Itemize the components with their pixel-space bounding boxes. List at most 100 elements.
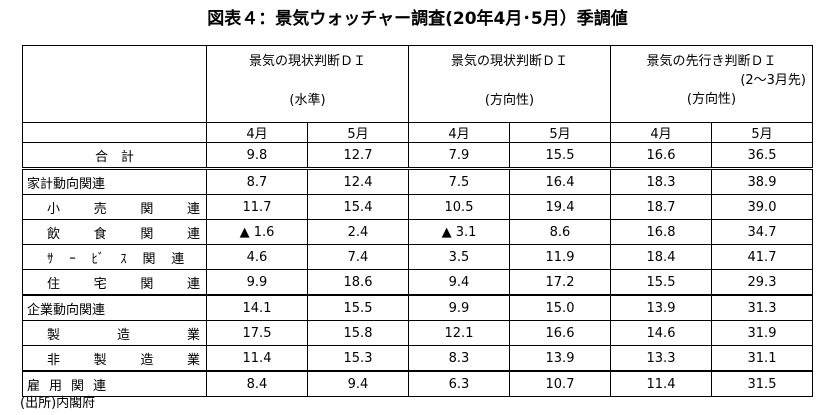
corner-cell bbox=[22, 122, 207, 143]
value-cell: 11.7 bbox=[206, 194, 308, 220]
value-cell: 14.6 bbox=[610, 320, 712, 346]
value-cell: 11.4 bbox=[610, 370, 712, 397]
value-cell: 8.4 bbox=[206, 370, 308, 397]
value-cell: 9.9 bbox=[408, 294, 510, 321]
data-row: 合 計 9.8 12.7 7.9 15.5 16.6 36.5 bbox=[22, 142, 813, 170]
group-header: 景気の現状判断ＤＩ (水準) bbox=[206, 45, 409, 123]
value-cell: 10.7 bbox=[509, 370, 611, 397]
month-header: 5月 bbox=[307, 122, 409, 143]
row-label: ｻｰﾋﾞｽ関連 bbox=[22, 244, 207, 270]
value-cell: 4.6 bbox=[206, 244, 308, 270]
value-cell: 31.5 bbox=[711, 370, 813, 397]
data-row: 非製造業 11.4 15.3 8.3 13.9 13.3 31.1 bbox=[22, 345, 813, 372]
data-row: 製造業 17.5 15.8 12.1 16.6 14.6 31.9 bbox=[22, 320, 813, 346]
value-cell: 3.5 bbox=[408, 244, 510, 270]
value-cell: 16.6 bbox=[509, 320, 611, 346]
data-row: 小売関連 11.7 15.4 10.5 19.4 18.7 39.0 bbox=[22, 194, 813, 220]
value-cell: 15.8 bbox=[307, 320, 409, 346]
month-header: 5月 bbox=[509, 122, 611, 143]
data-row: 雇用関連 8.4 9.4 6.3 10.7 11.4 31.5 bbox=[22, 370, 813, 397]
row-label: 企業動向関連 bbox=[22, 294, 207, 321]
value-cell: 31.9 bbox=[711, 320, 813, 346]
value-cell: 2.4 bbox=[307, 219, 409, 245]
value-cell: 9.4 bbox=[408, 269, 510, 296]
row-label: 飲食関連 bbox=[22, 219, 207, 245]
group-header-line: (水準) bbox=[289, 93, 326, 108]
month-header: 4月 bbox=[206, 122, 308, 143]
value-cell: ▲ 3.1 bbox=[408, 219, 510, 245]
group-header-line: 景気の現状判断ＤＩ bbox=[450, 54, 568, 69]
value-cell: 41.7 bbox=[711, 244, 813, 270]
value-cell: 29.3 bbox=[711, 269, 813, 296]
value-cell: 15.5 bbox=[307, 294, 409, 321]
group-header-line: (2～3月先) bbox=[740, 73, 806, 88]
group-header-line: 景気の先行き判断ＤＩ bbox=[646, 54, 777, 69]
value-cell: 12.4 bbox=[307, 168, 409, 195]
value-cell: 15.4 bbox=[307, 194, 409, 220]
value-cell: 31.3 bbox=[711, 294, 813, 321]
data-row: 飲食関連 ▲ 1.6 2.4 ▲ 3.1 8.6 16.8 34.7 bbox=[22, 219, 813, 245]
value-cell: 14.1 bbox=[206, 294, 308, 321]
value-cell: 16.8 bbox=[610, 219, 712, 245]
row-label: 製造業 bbox=[22, 320, 207, 346]
value-cell: 8.7 bbox=[206, 168, 308, 195]
group-header: 景気の先行き判断ＤＩ (2～3月先) (方向性) bbox=[610, 45, 813, 123]
value-cell: 16.6 bbox=[610, 142, 712, 170]
row-label: 小売関連 bbox=[22, 194, 207, 220]
group-header: 景気の現状判断ＤＩ (方向性) bbox=[408, 45, 611, 123]
data-row: 住宅関連 9.9 18.6 9.4 17.2 15.5 29.3 bbox=[22, 269, 813, 296]
month-row: 4月 5月 4月 5月 4月 5月 bbox=[22, 122, 813, 143]
value-cell: 17.5 bbox=[206, 320, 308, 346]
value-cell: ▲ 1.6 bbox=[206, 219, 308, 245]
corner-cell bbox=[22, 45, 207, 123]
title: 図表４：景気ウォッチャー調査(20年4月･5月）季調値 bbox=[207, 9, 628, 29]
value-cell: 17.2 bbox=[509, 269, 611, 296]
value-cell: 13.9 bbox=[610, 294, 712, 321]
value-cell: 16.4 bbox=[509, 168, 611, 195]
value-cell: 39.0 bbox=[711, 194, 813, 220]
value-cell: 7.4 bbox=[307, 244, 409, 270]
value-cell: 7.5 bbox=[408, 168, 510, 195]
value-cell: 9.8 bbox=[206, 142, 308, 170]
value-cell: 13.3 bbox=[610, 345, 712, 372]
value-cell: 36.5 bbox=[711, 142, 813, 170]
value-cell: 15.3 bbox=[307, 345, 409, 372]
group-header-line: 景気の現状判断ＤＩ bbox=[248, 54, 366, 69]
value-cell: 15.5 bbox=[509, 142, 611, 170]
value-cell: 10.5 bbox=[408, 194, 510, 220]
value-cell: 11.4 bbox=[206, 345, 308, 372]
value-cell: 7.9 bbox=[408, 142, 510, 170]
month-header: 4月 bbox=[610, 122, 712, 143]
source-note: (出所)内閣府 bbox=[20, 396, 96, 411]
value-cell: 9.9 bbox=[206, 269, 308, 296]
value-cell: 18.7 bbox=[610, 194, 712, 220]
value-cell: 6.3 bbox=[408, 370, 510, 397]
value-cell: 11.9 bbox=[509, 244, 611, 270]
value-cell: 9.4 bbox=[307, 370, 409, 397]
row-label: 合 計 bbox=[22, 142, 207, 170]
value-cell: 15.5 bbox=[610, 269, 712, 296]
data-row: 家計動向関連 8.7 12.4 7.5 16.4 18.3 38.9 bbox=[22, 168, 813, 195]
row-label: 雇用関連 bbox=[22, 370, 207, 397]
value-cell: 18.6 bbox=[307, 269, 409, 296]
table: 景気の現状判断ＤＩ (水準) 景気の現状判断ＤＩ (方向性) 景気の先行き判断ＤＩ (2～… bbox=[22, 45, 813, 397]
month-header: 5月 bbox=[711, 122, 813, 143]
month-header: 4月 bbox=[408, 122, 510, 143]
value-cell: 12.1 bbox=[408, 320, 510, 346]
value-cell: 38.9 bbox=[711, 168, 813, 195]
value-cell: 19.4 bbox=[509, 194, 611, 220]
data-row: ｻｰﾋﾞｽ関連 4.6 7.4 3.5 11.9 18.4 41.7 bbox=[22, 244, 813, 270]
row-label: 住宅関連 bbox=[22, 269, 207, 296]
value-cell: 15.0 bbox=[509, 294, 611, 321]
value-cell: 13.9 bbox=[509, 345, 611, 372]
value-cell: 18.4 bbox=[610, 244, 712, 270]
value-cell: 12.7 bbox=[307, 142, 409, 170]
data-row: 企業動向関連 14.1 15.5 9.9 15.0 13.9 31.3 bbox=[22, 294, 813, 321]
group-header-line: (方向性) bbox=[484, 93, 535, 108]
row-label: 家計動向関連 bbox=[22, 168, 207, 195]
header-row: 景気の現状判断ＤＩ (水準) 景気の現状判断ＤＩ (方向性) 景気の先行き判断ＤＩ (2～… bbox=[22, 45, 813, 123]
row-label: 非製造業 bbox=[22, 345, 207, 372]
value-cell: 34.7 bbox=[711, 219, 813, 245]
value-cell: 31.1 bbox=[711, 345, 813, 372]
